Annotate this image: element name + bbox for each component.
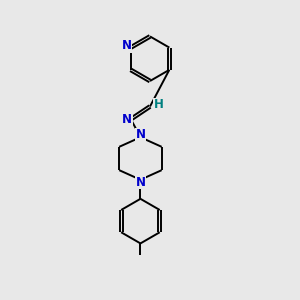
Text: N: N [135,128,146,141]
Text: N: N [122,113,132,126]
Text: H: H [154,98,164,111]
Text: N: N [135,176,146,189]
Text: N: N [122,39,132,52]
